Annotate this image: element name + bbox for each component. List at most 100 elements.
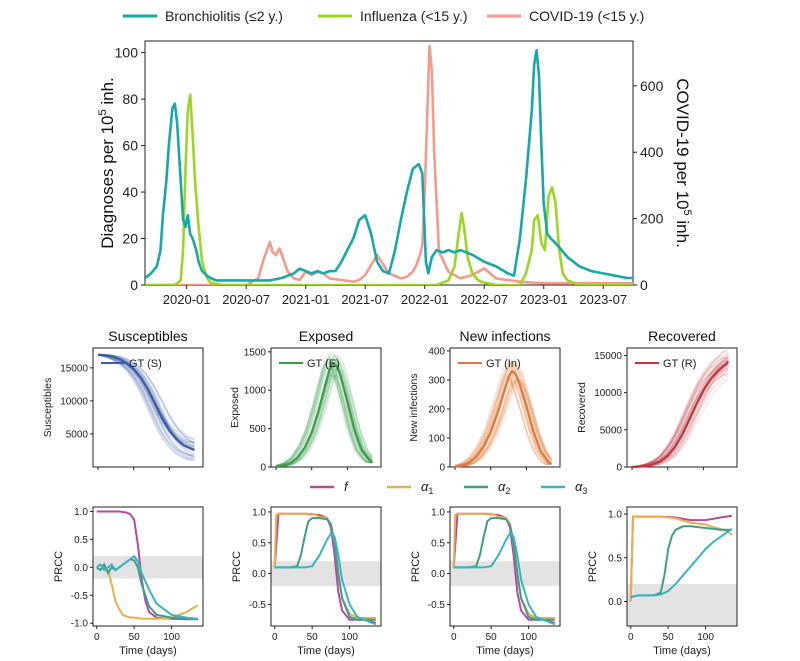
ensemble-trajectory bbox=[455, 379, 552, 468]
ensemble-trajectory bbox=[455, 378, 552, 468]
panel-exposed: Exposed 0 500 1000 1500 Exposed GT (E) bbox=[229, 328, 382, 474]
y-tick-label: 400 bbox=[428, 346, 445, 357]
significance-band bbox=[271, 561, 381, 586]
prcc-panel-1: -1.0 -0.5 0.0 0.5 1.0 0 50 100 Time (days) PRCC bbox=[53, 506, 204, 657]
legend-label: GT (S) bbox=[129, 358, 162, 370]
ensemble-trajectory bbox=[454, 377, 552, 467]
y-tick-label: 0.0 bbox=[74, 563, 88, 574]
compartment-panels: Susceptibles50001000015000SusceptiblesGT… bbox=[42, 328, 738, 474]
ensemble-trajectory bbox=[454, 377, 552, 467]
y-axis-label: New infections bbox=[408, 373, 420, 441]
panel-frame bbox=[92, 506, 204, 627]
y-tick-label: 0 bbox=[439, 463, 445, 474]
ground-truth-line bbox=[97, 353, 195, 451]
ensemble-trajectory bbox=[276, 368, 373, 467]
y-tick-label: 15000 bbox=[594, 351, 622, 362]
ensemble-trajectory bbox=[275, 356, 373, 467]
ensemble-trajectory bbox=[454, 361, 552, 467]
x-tick-label: 100 bbox=[163, 632, 180, 643]
ensemble-trajectory bbox=[276, 368, 373, 467]
ensemble-trajectory bbox=[454, 365, 552, 467]
ensemble-trajectory bbox=[275, 360, 373, 467]
ensemble-trajectory bbox=[97, 354, 195, 444]
ensemble-trajectory bbox=[631, 356, 729, 468]
legend-label: α1 bbox=[421, 479, 433, 496]
ensemble-trajectory bbox=[454, 373, 552, 467]
ensemble-trajectory bbox=[97, 354, 195, 460]
legend-label: GT (R) bbox=[663, 358, 696, 370]
y-tick-label: 1.0 bbox=[74, 507, 88, 518]
legend-symbol: α bbox=[575, 479, 583, 494]
ensemble-trajectory bbox=[275, 357, 373, 467]
ensemble-trajectory bbox=[275, 362, 373, 467]
ensemble-trajectory bbox=[455, 377, 552, 468]
ensemble-trajectory bbox=[454, 369, 552, 467]
ensemble-trajectory bbox=[631, 352, 729, 468]
panel-frame bbox=[270, 347, 382, 468]
ensemble-trajectory bbox=[455, 381, 552, 468]
x-tick-label: 0 bbox=[94, 632, 100, 643]
y-tick-label: 100 bbox=[428, 433, 445, 444]
x-tick-label: 50 bbox=[129, 632, 141, 643]
y-tick-label: 100 bbox=[115, 45, 139, 61]
prcc-legend: f α1 α2 α3 bbox=[310, 479, 587, 496]
y-tick-label: 1.0 bbox=[608, 510, 622, 521]
label-part: inh. bbox=[98, 77, 117, 109]
ensemble-trajectory bbox=[455, 366, 552, 468]
prcc-panel-2: -0.5 0.0 0.5 1.0 0 50 100 Time (days) PRCC bbox=[231, 506, 382, 657]
y-tick-label: 80 bbox=[122, 91, 138, 107]
y-axis-label: Recovered bbox=[576, 382, 588, 433]
ensemble-trajectory bbox=[454, 365, 552, 467]
ensemble-trajectory bbox=[454, 374, 552, 467]
ensemble-trajectory bbox=[454, 362, 552, 467]
ensemble-trajectory bbox=[631, 358, 729, 468]
legend-label: α2 bbox=[498, 479, 510, 496]
ensemble-trajectory bbox=[455, 376, 552, 468]
legend-label: f bbox=[344, 479, 349, 494]
legend-symbol: α bbox=[498, 479, 506, 494]
y-tick-label: 500 bbox=[249, 424, 266, 435]
label-sup: 5 bbox=[97, 109, 109, 115]
y-tick-label: 0.0 bbox=[431, 569, 445, 580]
panel-frame bbox=[626, 506, 738, 627]
y-tick-label: 1000 bbox=[244, 386, 267, 397]
x-tick-label: 2020-07 bbox=[222, 292, 270, 307]
ensemble-trajectory bbox=[97, 354, 195, 461]
ensemble-trajectory bbox=[276, 369, 373, 467]
panel-title: Exposed bbox=[299, 328, 353, 344]
y-tick-label: 15000 bbox=[60, 363, 88, 374]
y-tick-label: 0.5 bbox=[74, 535, 88, 546]
ensemble-trajectory bbox=[276, 356, 373, 467]
x-tick-label: 2020-01 bbox=[163, 292, 211, 307]
y-tick-label: 0.5 bbox=[608, 553, 622, 564]
y-tick-label: 0.5 bbox=[252, 538, 266, 549]
top-legend: Bronchiolitis (≤2 y.) Influenza (<15 y.) C… bbox=[123, 8, 644, 24]
y-tick-label: 200 bbox=[428, 404, 445, 415]
legend-symbol: f bbox=[344, 479, 349, 494]
panel-title: New infections bbox=[459, 328, 550, 344]
ensemble-trajectory bbox=[631, 361, 729, 468]
x-tick-label: 50 bbox=[663, 632, 675, 643]
ensemble-trajectory bbox=[454, 376, 552, 467]
legend-label: GT (In) bbox=[486, 358, 521, 370]
panel-frame bbox=[626, 347, 738, 468]
y-tick-label: 10000 bbox=[60, 396, 88, 407]
y-tick-label: 1.0 bbox=[252, 507, 266, 518]
prcc-line bbox=[630, 528, 733, 599]
ensemble-trajectory bbox=[97, 354, 195, 444]
y-axis-label: PRCC bbox=[53, 551, 65, 582]
ensemble-trajectory bbox=[455, 369, 552, 468]
ensemble-trajectory bbox=[275, 355, 373, 467]
y-axis-label: PRCC bbox=[410, 551, 422, 582]
significance-band bbox=[450, 561, 560, 586]
y-tick-label: -0.5 bbox=[71, 591, 89, 602]
ensemble-trajectory bbox=[631, 354, 729, 468]
series-line-bronchiolitis bbox=[145, 49, 633, 282]
ensemble-trajectory bbox=[276, 374, 373, 467]
panel-frame bbox=[449, 506, 561, 627]
label-sup: 5 bbox=[681, 210, 693, 216]
top-chart: 0 20 40 60 80 100 0 200 400 600 2020-01 2020-07 2021… bbox=[97, 40, 693, 307]
label-part: COVID-19 per 10 bbox=[673, 78, 692, 209]
y-tick-label: 1.0 bbox=[431, 507, 445, 518]
ensemble-trajectory bbox=[97, 354, 195, 460]
